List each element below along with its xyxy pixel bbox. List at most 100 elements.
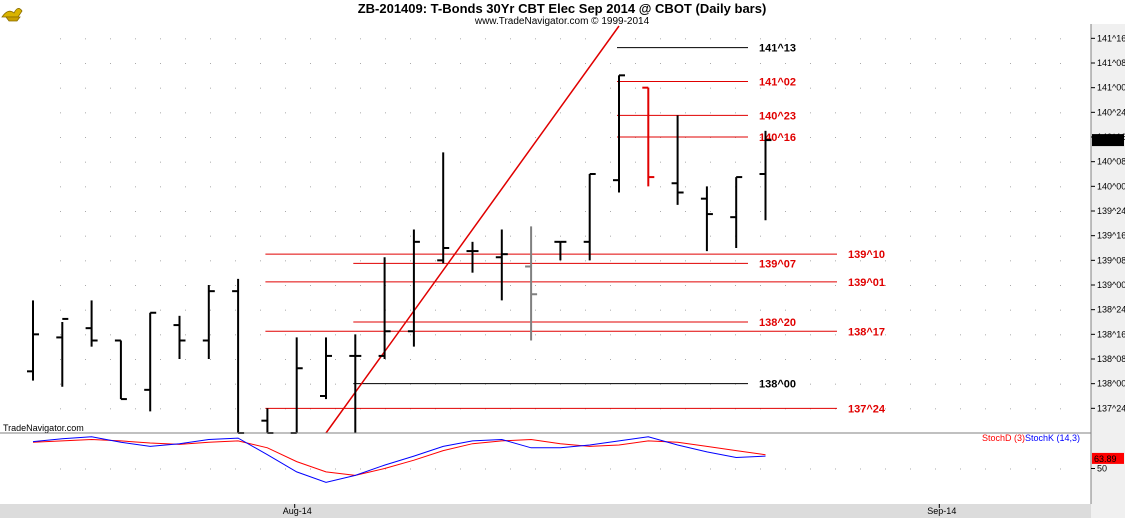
grid-dot (285, 468, 286, 470)
grid-dot (885, 408, 886, 410)
grid-dot (585, 87, 586, 89)
grid-dot (210, 383, 211, 385)
grid-dot (735, 38, 736, 40)
grid-dot (585, 309, 586, 311)
grid-dot (985, 468, 986, 470)
grid-dot (410, 235, 411, 237)
grid-dot (635, 87, 636, 89)
grid-dot (585, 359, 586, 360)
grid-dot (960, 38, 961, 40)
ohlc-bar (202, 285, 215, 359)
grid-dot (985, 186, 986, 188)
grid-dot (460, 137, 461, 138)
grid-dot (260, 260, 261, 262)
grid-dot (135, 359, 136, 360)
grid-dot (635, 359, 636, 360)
level-label: 141^13 (759, 43, 796, 55)
grid-dot (535, 309, 536, 311)
grid-dot (1060, 334, 1061, 336)
grid-dot (285, 87, 286, 89)
grid-dot (810, 63, 811, 64)
grid-dot (185, 468, 186, 470)
grid-dot (635, 38, 636, 40)
grid-dot (435, 334, 436, 336)
grid-dot (860, 87, 861, 89)
grid-dot (160, 309, 161, 311)
grid-dot (935, 408, 936, 410)
grid-dot (810, 87, 811, 89)
ohlc-bar (349, 334, 362, 433)
grid-dot (60, 334, 61, 336)
chart-title: ZB-201409: T-Bonds 30Yr CBT Elec Sep 201… (358, 1, 767, 16)
grid-dot (460, 112, 461, 114)
grid-dot (985, 211, 986, 212)
grid-dot (410, 112, 411, 114)
grid-dot (85, 309, 86, 311)
grid-dot (160, 468, 161, 470)
grid-dot (635, 468, 636, 470)
grid-dot (460, 186, 461, 188)
grid-dot (285, 285, 286, 286)
grid-dot (810, 161, 811, 163)
level-label: 139^10 (848, 249, 885, 261)
grid-dot (910, 260, 911, 262)
grid-dot (1035, 359, 1036, 360)
grid-dot (510, 63, 511, 64)
grid-dot (660, 161, 661, 163)
last-value-label: 63.89 (1094, 454, 1117, 464)
grid-dot (310, 63, 311, 64)
grid-dot (1035, 235, 1036, 237)
ohlc-bar (583, 173, 596, 261)
grid-dot (735, 87, 736, 89)
grid-dot (135, 235, 136, 237)
grid-dot (510, 309, 511, 311)
grid-dot (535, 211, 536, 212)
grid-dot (235, 63, 236, 64)
grid-dot (1035, 112, 1036, 114)
grid-dot (235, 137, 236, 138)
grid-dot (310, 87, 311, 89)
grid-dot (835, 186, 836, 188)
grid-dot (335, 309, 336, 311)
grid-dot (335, 87, 336, 89)
grid-dot (710, 63, 711, 64)
grid-dot (560, 334, 561, 336)
grid-dot (985, 112, 986, 114)
grid-dot (935, 112, 936, 114)
grid-dot (810, 112, 811, 114)
grid-dot (785, 383, 786, 385)
ohlc-bar (700, 186, 713, 252)
grid-dot (1035, 87, 1036, 89)
grid-dot (935, 161, 936, 163)
grid-dot (60, 383, 61, 385)
grid-dot (135, 186, 136, 188)
grid-dot (85, 161, 86, 163)
grid-dot (760, 186, 761, 188)
grid-dot (785, 161, 786, 163)
grid-dot (435, 38, 436, 40)
grid-dot (360, 186, 361, 188)
grid-dot (1035, 309, 1036, 311)
grid-dot (860, 38, 861, 40)
grid-dot (535, 137, 536, 138)
grid-dot (160, 359, 161, 360)
grid-dot (110, 468, 111, 470)
grid-dot (935, 359, 936, 360)
grid-dot (1010, 87, 1011, 89)
grid-dot (785, 211, 786, 212)
y-tick-label: 140^00 (1097, 181, 1125, 191)
ohlc-bar (85, 300, 98, 347)
grid-dot (85, 408, 86, 410)
grid-dot (610, 235, 611, 237)
grid-dot (335, 137, 336, 138)
grid-dot (910, 63, 911, 64)
grid-dot (635, 334, 636, 336)
grid-dot (585, 137, 586, 138)
y-tick-label: 138^16 (1097, 329, 1125, 339)
grid-dot (135, 38, 136, 40)
grid-dot (1035, 137, 1036, 138)
grid-dot (860, 468, 861, 470)
grid-dot (1035, 63, 1036, 64)
grid-dot (210, 211, 211, 212)
grid-dot (585, 211, 586, 212)
